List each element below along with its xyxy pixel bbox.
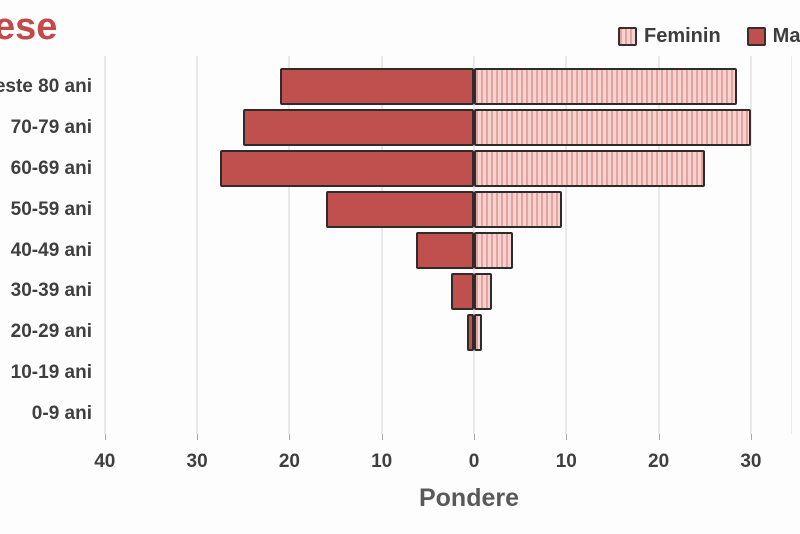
gridline bbox=[380, 56, 383, 434]
bar-feminin bbox=[474, 313, 483, 351]
category-label: 30-39 ani bbox=[10, 280, 92, 302]
category-label: 40-49 ani bbox=[10, 239, 92, 261]
category-label: 70-79 ani bbox=[10, 116, 92, 138]
feminin-swatch-icon bbox=[618, 27, 637, 46]
axis-tick bbox=[750, 434, 752, 440]
category-label: este 80 ani bbox=[0, 75, 92, 97]
gridline bbox=[749, 56, 752, 434]
bar-feminin bbox=[474, 109, 751, 147]
legend-label-feminin: Feminin bbox=[644, 25, 721, 47]
bar-feminin bbox=[474, 68, 738, 106]
bar-masculin bbox=[450, 272, 474, 310]
axis-tick bbox=[197, 434, 199, 440]
legend-item-masculin: Ma bbox=[746, 25, 800, 48]
bar-masculin bbox=[243, 109, 474, 147]
category-label: 20-29 ani bbox=[10, 321, 92, 343]
x-tick-label: 30 bbox=[740, 451, 762, 472]
legend-label-masculin: Ma bbox=[772, 25, 800, 47]
legend: Feminin Ma bbox=[618, 25, 800, 48]
axis-tick bbox=[566, 434, 568, 440]
bar-masculin bbox=[466, 313, 474, 351]
bar-feminin bbox=[474, 272, 493, 310]
x-tick-label: 10 bbox=[371, 451, 393, 472]
bar-feminin bbox=[474, 150, 705, 188]
x-tick-label: 20 bbox=[278, 451, 300, 472]
x-tick-label: 0 bbox=[468, 451, 480, 472]
axis-tick bbox=[474, 434, 475, 440]
x-tick-label: 20 bbox=[648, 451, 670, 472]
plot-right-border bbox=[791, 56, 792, 434]
bar-feminin bbox=[474, 191, 562, 229]
legend-item-feminin: Feminin bbox=[618, 25, 721, 48]
bar-masculin bbox=[220, 150, 474, 188]
bar-masculin bbox=[280, 68, 474, 106]
bar-masculin bbox=[326, 191, 474, 229]
axis-tick bbox=[289, 434, 291, 440]
x-tick-label: 40 bbox=[94, 451, 116, 472]
x-tick-label: 30 bbox=[186, 451, 208, 472]
gridline bbox=[196, 56, 199, 434]
gridline bbox=[288, 56, 291, 434]
x-axis-title: Pondere bbox=[418, 484, 520, 512]
chart-title: ese bbox=[0, 6, 58, 48]
masculin-swatch-icon bbox=[746, 27, 766, 46]
bar-feminin bbox=[474, 232, 513, 270]
category-label: 60-69 ani bbox=[10, 157, 92, 179]
gridline bbox=[565, 56, 568, 434]
x-tick-label: 10 bbox=[555, 451, 577, 472]
gridline bbox=[103, 56, 106, 434]
gridline bbox=[657, 56, 660, 434]
category-label: 0-9 ani bbox=[31, 403, 92, 425]
bar-masculin bbox=[415, 232, 474, 270]
category-label: 50-59 ani bbox=[10, 198, 92, 220]
axis-tick bbox=[381, 434, 383, 440]
axis-tick bbox=[658, 434, 660, 440]
axis-tick bbox=[104, 434, 106, 440]
category-label: 10-19 ani bbox=[10, 362, 92, 384]
